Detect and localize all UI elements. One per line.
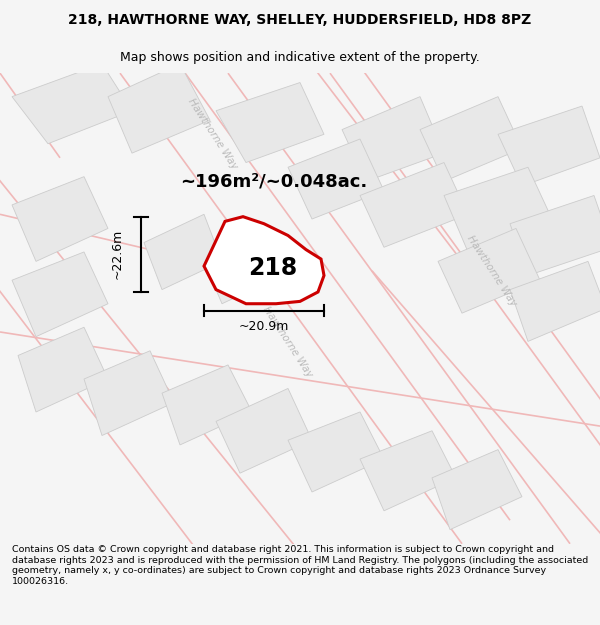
Polygon shape (84, 351, 174, 436)
Polygon shape (216, 82, 324, 162)
Polygon shape (510, 196, 600, 276)
Polygon shape (108, 64, 210, 153)
Text: Hawthorne Way: Hawthorne Way (187, 97, 239, 172)
Polygon shape (204, 217, 324, 304)
Polygon shape (144, 214, 222, 289)
Text: Hawthorne Way: Hawthorne Way (262, 304, 314, 379)
Polygon shape (342, 97, 444, 181)
Text: Hawthorne Way: Hawthorne Way (466, 234, 518, 308)
Polygon shape (12, 64, 132, 144)
Polygon shape (288, 412, 384, 492)
Text: 218, HAWTHORNE WAY, SHELLEY, HUDDERSFIELD, HD8 8PZ: 218, HAWTHORNE WAY, SHELLEY, HUDDERSFIEL… (68, 14, 532, 28)
Polygon shape (162, 365, 252, 445)
Polygon shape (432, 449, 522, 529)
Text: Map shows position and indicative extent of the property.: Map shows position and indicative extent… (120, 51, 480, 64)
Text: ~20.9m: ~20.9m (239, 320, 289, 333)
Polygon shape (360, 431, 456, 511)
Polygon shape (216, 389, 312, 473)
Polygon shape (444, 168, 552, 252)
Text: ~22.6m: ~22.6m (110, 229, 124, 279)
Polygon shape (438, 228, 540, 313)
Polygon shape (360, 162, 468, 248)
Polygon shape (18, 328, 108, 412)
Text: Contains OS data © Crown copyright and database right 2021. This information is : Contains OS data © Crown copyright and d… (12, 545, 588, 586)
Polygon shape (510, 261, 600, 341)
Polygon shape (498, 106, 600, 186)
Text: 218: 218 (248, 256, 298, 281)
Polygon shape (12, 177, 108, 261)
Polygon shape (288, 139, 384, 219)
Polygon shape (12, 252, 108, 337)
Text: ~196m²/~0.048ac.: ~196m²/~0.048ac. (180, 173, 367, 191)
Polygon shape (204, 233, 282, 304)
Polygon shape (420, 97, 522, 181)
